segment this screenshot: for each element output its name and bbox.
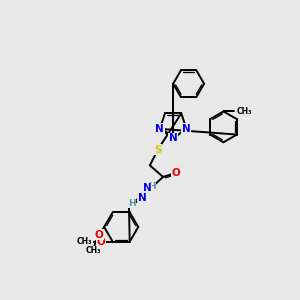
Text: N: N: [182, 124, 191, 134]
Text: S: S: [154, 145, 161, 155]
Text: O: O: [171, 168, 180, 178]
Text: N: N: [155, 124, 164, 134]
Text: H: H: [148, 182, 156, 191]
Text: N: N: [143, 184, 152, 194]
Text: H: H: [128, 199, 136, 208]
Text: N: N: [155, 124, 164, 134]
Text: N: N: [138, 193, 146, 203]
Text: O: O: [94, 230, 103, 240]
Text: CH₃: CH₃: [77, 237, 92, 246]
Text: CH₃: CH₃: [85, 246, 101, 255]
Text: O: O: [97, 237, 105, 247]
Text: N: N: [169, 134, 178, 143]
Text: CH₃: CH₃: [237, 107, 252, 116]
